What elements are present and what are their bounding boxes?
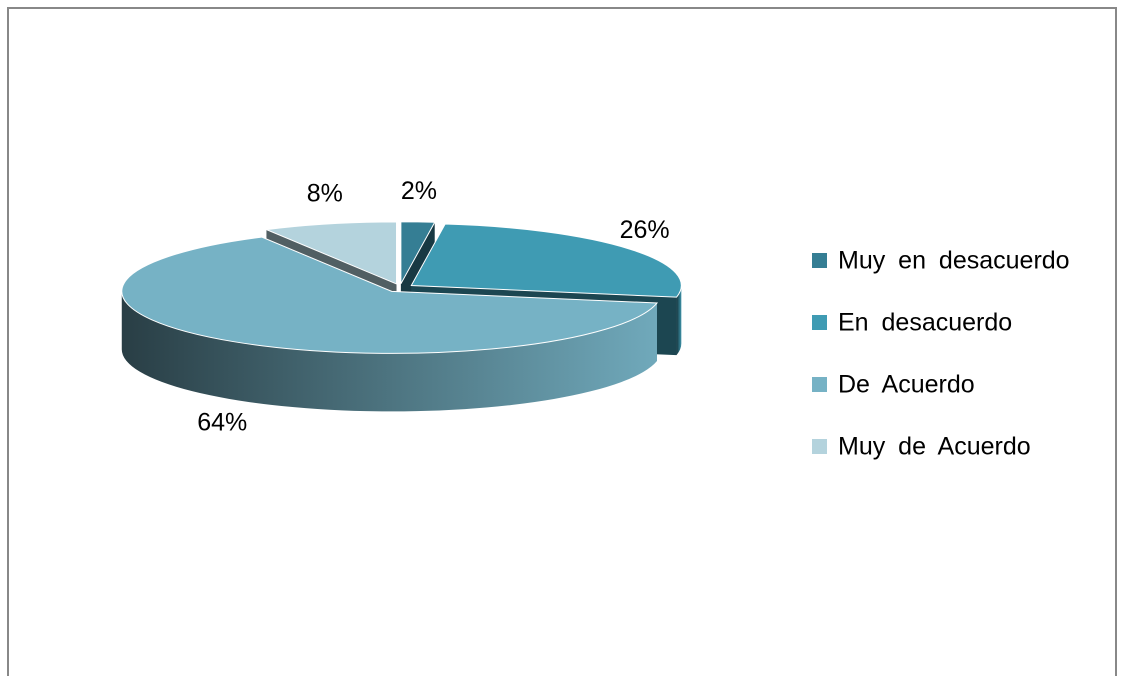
slice-side: [676, 285, 682, 356]
data-label: 2%: [401, 177, 437, 205]
legend-swatch: [812, 315, 827, 330]
legend-swatch: [812, 439, 827, 454]
slice: [264, 221, 398, 285]
legend-label: En desacuerdo: [838, 309, 1012, 337]
data-label: 26%: [620, 216, 670, 244]
slice-side: [121, 291, 657, 412]
slice: [400, 221, 436, 285]
slice: [410, 223, 682, 298]
legend-swatch: [812, 377, 827, 392]
legend-label: Muy de Acuerdo: [838, 433, 1031, 461]
data-label: 8%: [307, 180, 343, 208]
slice: [121, 236, 659, 354]
legend-swatch: [812, 253, 827, 268]
legend-label: De Acuerdo: [838, 371, 975, 399]
legend-label: Muy en desacuerdo: [838, 247, 1070, 275]
data-label: 64%: [197, 408, 247, 436]
